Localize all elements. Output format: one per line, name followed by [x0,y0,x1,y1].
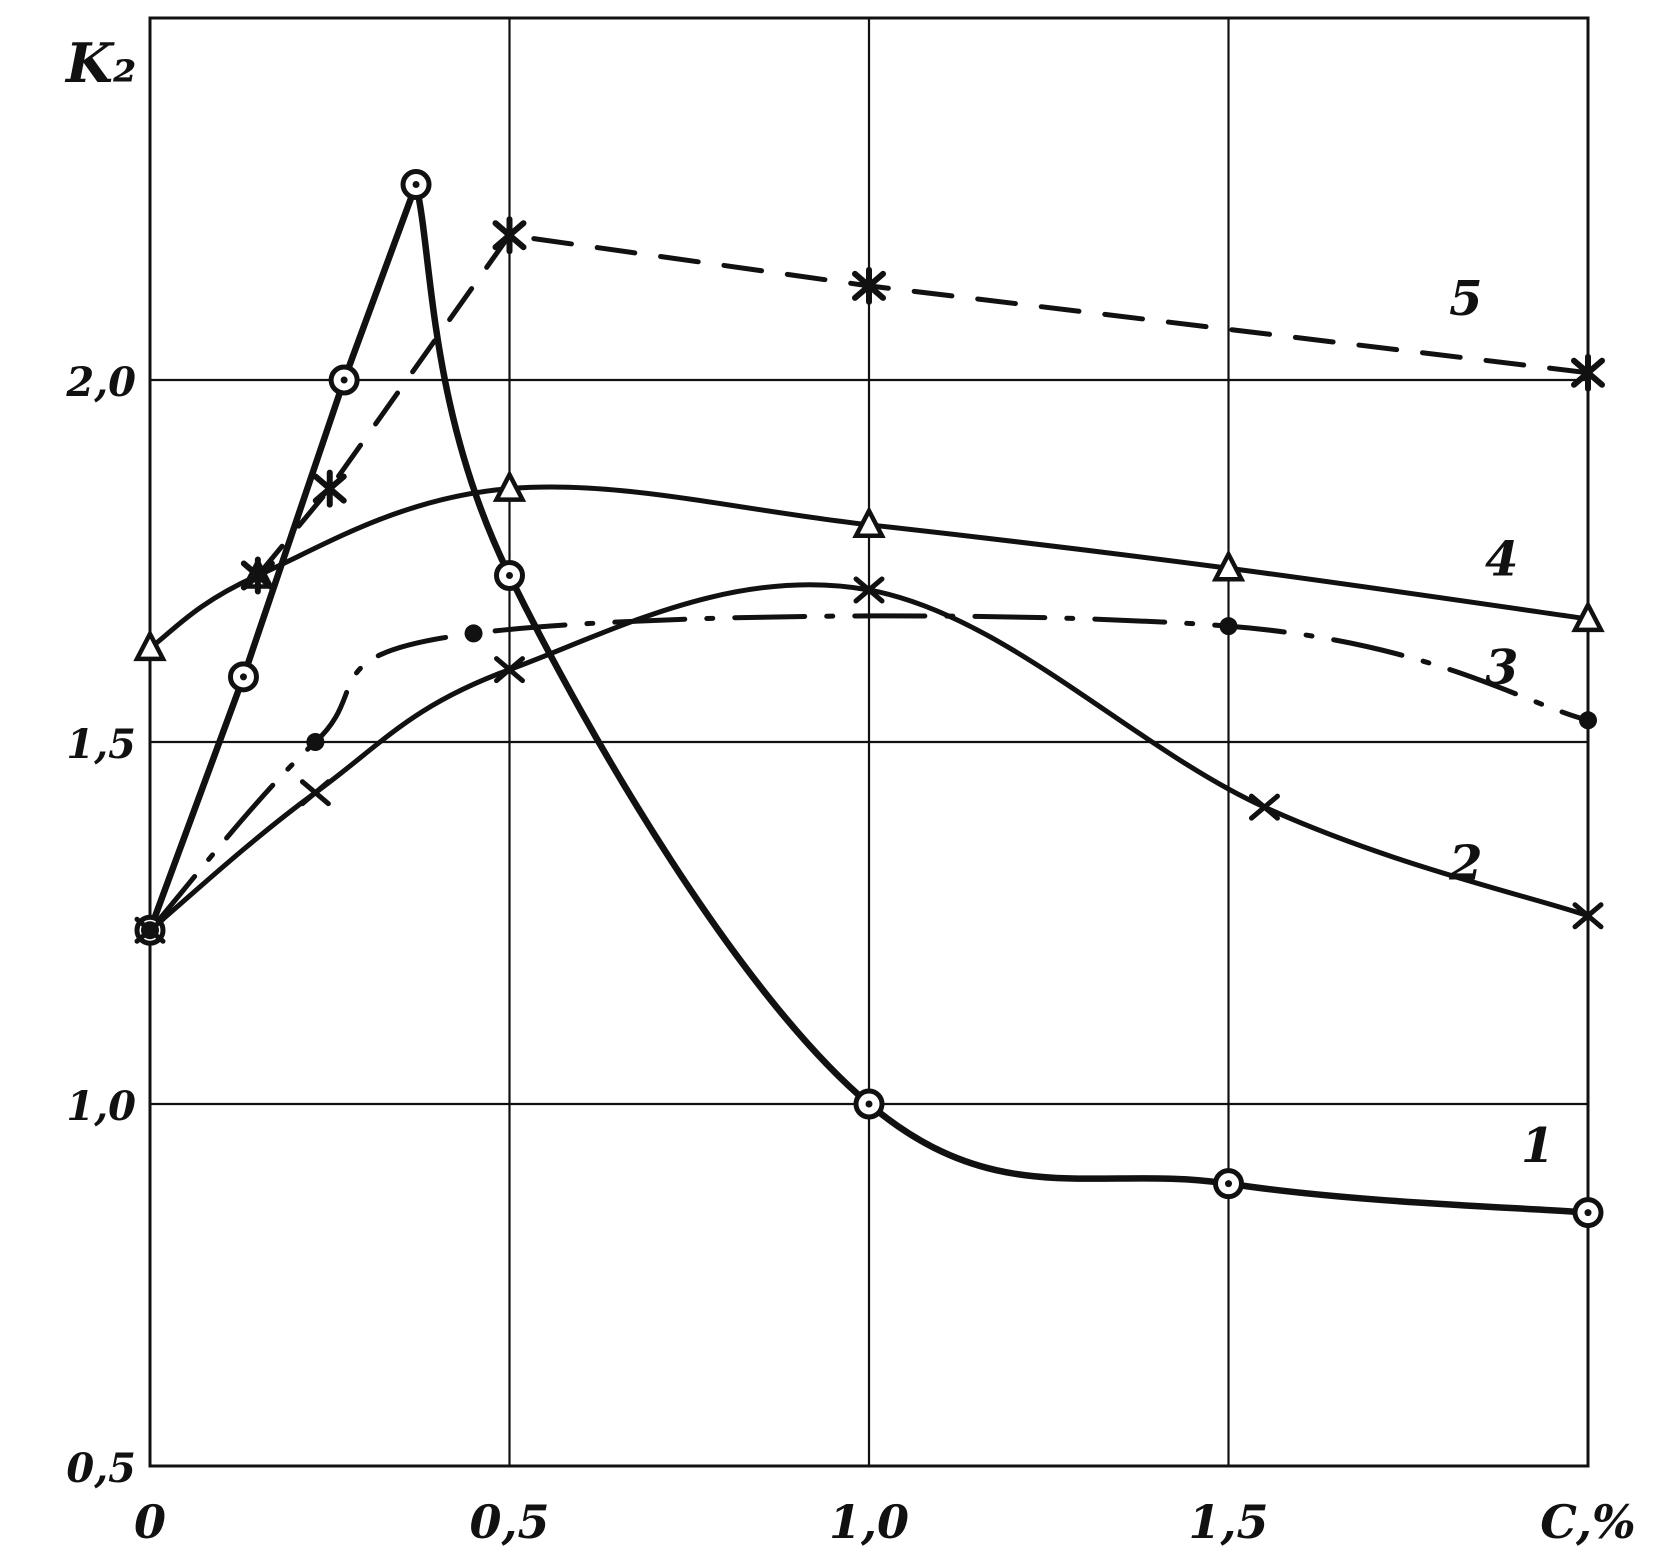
x-tick-label: 1,5 [1188,1495,1268,1549]
point-dot [306,733,325,751]
y-tick-label: 1,0 [66,1083,136,1130]
point-asterisk [312,469,347,508]
point-center [1225,1180,1232,1188]
data-point-1 [1213,1168,1244,1200]
point-x [853,576,885,604]
data-point-5 [312,469,347,508]
point-center [340,376,348,384]
series-label-4: 4 [1485,531,1518,587]
point-dot [141,921,159,940]
data-point-4 [1211,549,1246,582]
point-asterisk [852,266,886,305]
point-center [865,1100,873,1108]
y-tick-label: 1,5 [66,721,136,768]
data-point-4 [1571,600,1605,633]
data-point-3 [306,733,325,751]
data-point-1 [400,169,432,201]
data-point-1 [328,364,360,396]
point-x [299,779,331,807]
series-label-3: 3 [1485,640,1518,696]
data-point-2 [299,779,331,807]
point-dot [1219,617,1238,636]
data-point-1 [1572,1197,1604,1229]
grid [148,18,1590,1466]
data-point-5 [492,216,527,255]
point-x [1248,793,1280,821]
point-triangle [852,505,886,539]
data-point-1 [227,661,259,693]
point-triangle [492,469,527,502]
data-point-2 [1248,793,1280,821]
y-tick-label: 0,5 [66,1445,136,1492]
data-point-2 [494,656,525,684]
series-line-5 [255,232,1591,578]
point-x [1572,902,1604,930]
data-point-1 [494,559,525,591]
data-point-4 [133,629,167,662]
data-point-3 [1219,617,1238,636]
point-triangle [133,629,167,662]
data-point-2 [1572,902,1604,930]
data-point-4 [852,505,886,539]
point-center [1584,1209,1592,1217]
plot-frame [148,16,1590,1468]
x-tick-label: C,% [1540,1495,1636,1549]
y-tick-label: 2,0 [65,359,136,406]
point-x [494,656,525,684]
data-point-5 [1571,353,1605,392]
point-center [412,181,420,189]
x-tick-label: 0 [134,1495,166,1549]
data-point-3 [141,921,159,940]
x-tick-label: 1,0 [829,1495,909,1549]
point-triangle [1211,549,1246,582]
series-line-3 [147,613,1591,933]
series-label-5: 5 [1449,271,1482,327]
x-tick-label: 0,5 [469,1495,549,1549]
data-point-3 [464,624,483,643]
y-axis-title: K₂ [64,31,137,95]
data-point-4 [492,469,527,502]
data-point-2 [853,576,885,604]
point-center [506,571,513,579]
point-dot [1579,711,1597,730]
series-label-2: 2 [1448,836,1482,892]
point-triangle [1571,600,1605,633]
plot-border [148,16,1590,1468]
data-point-5 [240,556,275,595]
series-line-1 [146,181,1592,1216]
data-point-5 [852,266,886,305]
data-point-3 [1579,711,1597,730]
series-label-1: 1 [1521,1118,1554,1174]
point-dot [464,624,483,643]
series-line-4 [147,484,1591,651]
point-center [239,673,247,681]
point-asterisk [1571,353,1605,392]
marker-layer [133,169,1605,1229]
point-asterisk [240,556,275,595]
data-point-1 [853,1088,885,1120]
point-asterisk [492,216,527,255]
